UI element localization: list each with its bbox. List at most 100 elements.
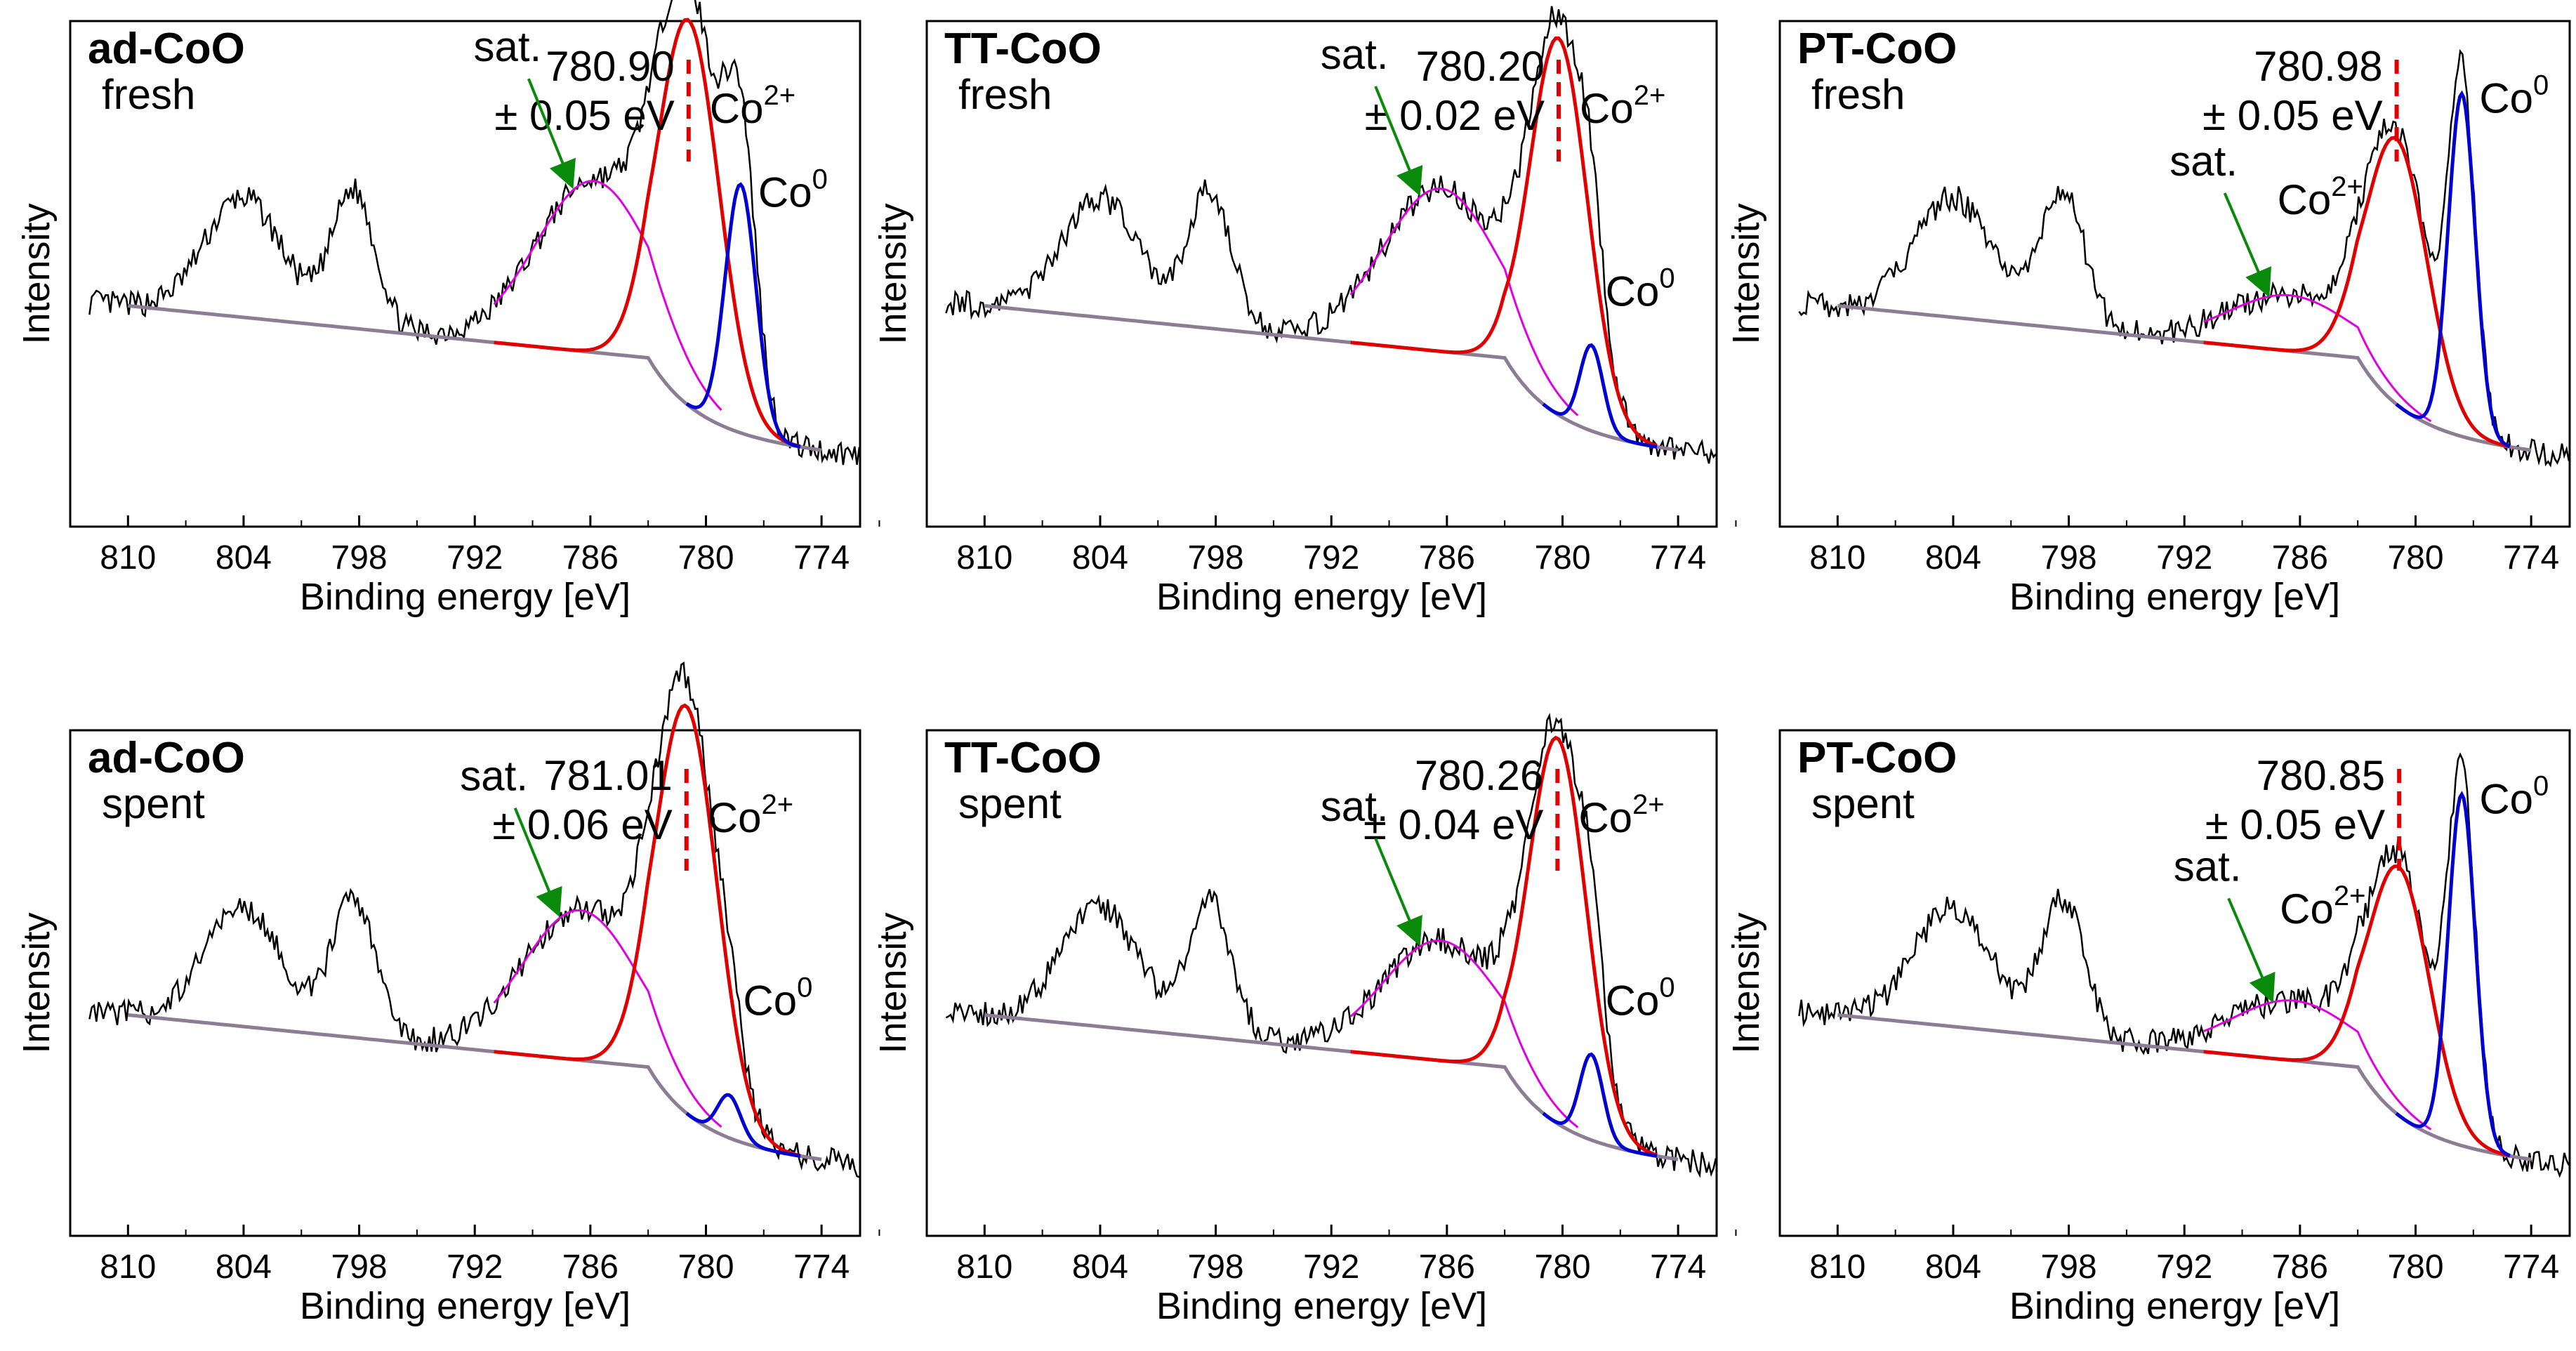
x-tick-label: 804 — [1072, 539, 1128, 576]
satellite-label: sat. — [2169, 138, 2238, 185]
x-tick-label: 786 — [562, 1248, 619, 1286]
x-tick-label: 810 — [100, 539, 156, 576]
x-tick-label: 792 — [2156, 1248, 2212, 1286]
satellite-arrow — [2227, 897, 2276, 1003]
y-axis-label: Intensity — [872, 912, 914, 1053]
x-tick-label: 786 — [562, 539, 619, 576]
x-tick-label: 804 — [216, 1248, 272, 1286]
co2-fit — [2203, 136, 2511, 449]
co0-fit — [685, 1093, 801, 1158]
x-tick-label: 792 — [1303, 539, 1359, 576]
panel-ad-coo-fresh: 810 804 798 792 786 780 774 Binding energy [eV]… — [15, 0, 880, 618]
panel-title: ad-CoO — [88, 734, 245, 782]
background-line — [1837, 304, 2532, 452]
co0-label: Co0 — [1606, 973, 1675, 1024]
x-tick-label: 810 — [956, 539, 1012, 576]
co0-label: Co0 — [1606, 263, 1675, 315]
experimental-spectrum — [945, 713, 1717, 1178]
x-tick-label: 774 — [793, 1248, 850, 1286]
co0-label: Co0 — [2479, 770, 2549, 822]
co2-label: Co2+ — [710, 80, 795, 132]
x-tick-label: 798 — [1188, 1248, 1244, 1286]
x-tick-label: 774 — [2503, 1248, 2559, 1286]
co0-fit — [2395, 90, 2511, 448]
panel-condition: spent — [102, 780, 205, 827]
x-tick-label: 792 — [2156, 539, 2212, 576]
x-axis-label: Binding energy [eV] — [1156, 576, 1487, 618]
co2-label: Co2+ — [708, 789, 793, 841]
satellite-label: sat. — [2174, 843, 2242, 890]
x-tick-label: 810 — [1809, 1248, 1865, 1286]
x-tick-label: 798 — [2041, 539, 2097, 576]
x-axis-label: Binding energy [eV] — [2009, 1285, 2340, 1327]
satellite-arrow — [1374, 838, 1422, 947]
co2-fit — [494, 703, 801, 1158]
co2-label: Co2+ — [2278, 171, 2363, 223]
x-tick-label: 798 — [2041, 1248, 2097, 1286]
x-tick-label: 780 — [2387, 539, 2443, 576]
experimental-spectrum — [945, 6, 1717, 464]
co0-fit — [1542, 1052, 1658, 1158]
satellite-arrow — [513, 807, 562, 918]
panel-condition: spent — [958, 780, 1062, 827]
satellite-fit — [2203, 294, 2432, 423]
co2-label: Co2+ — [1578, 789, 1664, 841]
x-tick-label: 792 — [447, 1248, 503, 1286]
y-axis-label: Intensity — [15, 203, 58, 344]
background-line — [984, 1013, 1679, 1161]
satellite-arrow — [527, 78, 576, 190]
co0-label: Co0 — [2479, 70, 2549, 122]
peak-value-label: 780.20 — [1415, 43, 1545, 90]
background-line — [128, 304, 822, 452]
co0-label: Co0 — [758, 164, 828, 216]
x-axis-label: Binding energy [eV] — [2009, 576, 2340, 618]
panel-pt-coo-fresh: 810 804 798 792 786 780 774 Binding energy [eV]… — [1725, 20, 2571, 618]
peak-value-label: 780.98 — [2254, 43, 2383, 90]
peak-uncertainty-label: ± 0.05 eV — [2202, 92, 2382, 139]
satellite-label: sat. — [1321, 783, 1389, 830]
x-tick-label: 786 — [2272, 1248, 2328, 1286]
co2-fit — [494, 18, 801, 449]
satellite-fit — [1349, 940, 1579, 1128]
plot-frame — [69, 729, 861, 1237]
co0-fit — [685, 182, 801, 449]
panel-title: TT-CoO — [944, 25, 1102, 73]
satellite-label: sat. — [474, 23, 542, 70]
peak-value-label: 780.90 — [546, 43, 675, 90]
plot-frame — [1778, 729, 2571, 1237]
x-tick-label: 786 — [1419, 1248, 1475, 1286]
satellite-fit — [1349, 187, 1579, 416]
panel-title: ad-CoO — [88, 25, 245, 73]
panel-title: PT-CoO — [1797, 25, 1957, 73]
satellite-fit — [2203, 999, 2432, 1131]
satellite-fit — [493, 909, 722, 1128]
x-tick-label: 780 — [678, 1248, 734, 1286]
satellite-fit — [493, 180, 722, 411]
co0-fit — [2395, 791, 2511, 1157]
experimental-spectrum — [88, 0, 861, 466]
panel-title: TT-CoO — [944, 734, 1102, 782]
x-tick-label: 798 — [1188, 539, 1244, 576]
plot-frame — [925, 729, 1718, 1237]
x-tick-label: 780 — [1534, 539, 1590, 576]
x-axis-label: Binding energy [eV] — [1156, 1285, 1487, 1327]
x-tick-label: 786 — [2272, 539, 2328, 576]
panel-condition: fresh — [102, 71, 195, 118]
plot-frame — [925, 20, 1718, 528]
x-tick-label: 774 — [2503, 539, 2559, 576]
co2-fit — [2203, 864, 2511, 1158]
panel-tt-coo-fresh: 810 804 798 792 786 780 774 Binding energy [eV]… — [872, 6, 1737, 618]
satellite-arrow — [2223, 192, 2272, 298]
x-tick-label: 810 — [1809, 539, 1865, 576]
peak-uncertainty-label: ± 0.05 eV — [494, 92, 674, 139]
satellite-label: sat. — [1321, 31, 1389, 78]
x-tick-label: 810 — [956, 1248, 1012, 1286]
panel-condition: fresh — [1811, 71, 1905, 118]
x-tick-label: 804 — [216, 539, 272, 576]
x-tick-label: 774 — [793, 539, 850, 576]
y-axis-label: Intensity — [1725, 912, 1767, 1053]
x-tick-label: 780 — [2387, 1248, 2443, 1286]
panel-tt-coo-spent: 810 804 798 792 786 780 774 Binding energy [eV]… — [872, 713, 1737, 1327]
peak-uncertainty-label: ± 0.06 eV — [492, 801, 672, 848]
